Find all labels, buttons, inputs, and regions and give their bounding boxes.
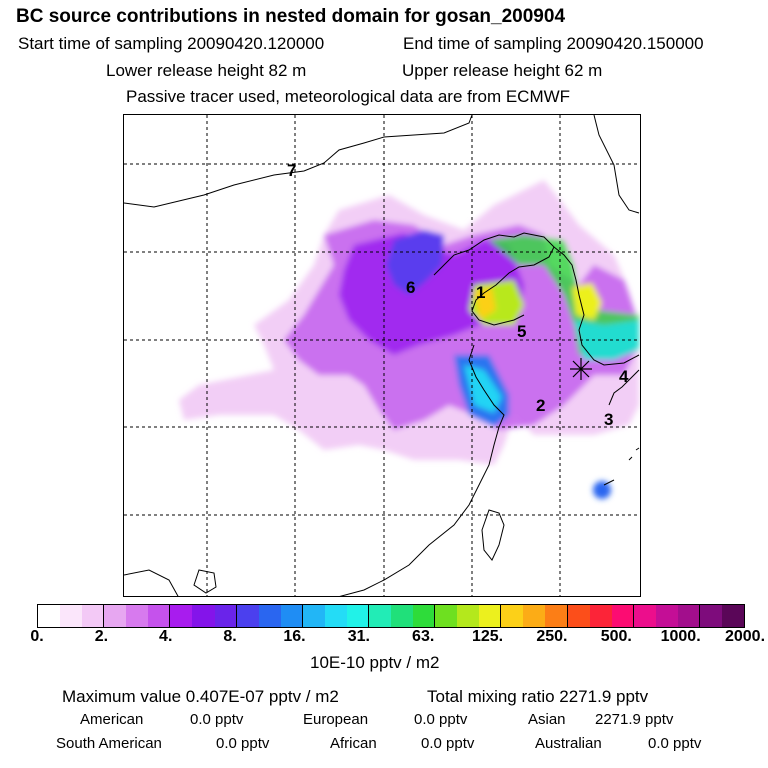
coast-bohai [433,232,555,326]
colorbar-swatch [611,605,634,627]
colorbar-swatch [302,605,325,627]
colorbar-swatch [192,605,215,627]
plot-title: BC source contributions in nested domain… [16,6,566,27]
upper-release-height-label: Upper release height 62 m [402,61,603,80]
colorbar-swatch [148,605,171,627]
colorbar-swatch [545,605,568,627]
field-yellow-bohai [474,287,496,320]
colorbar-tick-label: 8. [223,628,237,645]
asian-label: Asian [528,711,566,728]
coast-hainan [193,569,217,594]
colorbar-swatch [280,605,303,627]
end-time-label: End time of sampling 20090420.150000 [403,34,704,53]
region-label-3: 3 [604,410,614,429]
african-value: 0.0 pptv [421,735,475,752]
colorbar-tick-label: 2. [94,628,109,645]
american-value: 0.0 pptv [190,711,244,728]
colorbar-swatch [38,605,61,627]
field-blob-island [593,481,611,499]
region-label-4: 4 [619,367,629,386]
region-label-2: 2 [536,396,546,415]
region-label-1: 1 [476,283,486,302]
receptor-asterisk-icon [570,358,592,380]
colorbar-swatch [699,605,722,627]
colorbar-swatch [567,605,590,627]
colorbar-tick-label: 250. [536,628,568,645]
colorbar-tick-label: 63. [412,628,435,645]
colorbar-units: 10E-10 pptv / m2 [310,653,440,672]
max-value-label: Maximum value 0.407E-07 pptv / m2 [62,687,339,706]
colorbar-swatch [258,605,281,627]
colorbar-swatch [368,605,391,627]
field-yellow-korea [572,283,602,320]
colorbar-tick-label: 4. [159,628,173,645]
islands-south [603,447,640,486]
colorbar-swatch [721,605,744,627]
south-american-label: South American [56,735,162,752]
australian-value: 0.0 pptv [648,735,702,752]
border-northeast [593,115,640,214]
region-label-5: 5 [517,322,527,341]
colorbar-swatch [523,605,546,627]
map-canvas [124,115,640,596]
colorbar-swatch [413,605,436,627]
colorbar-swatch [633,605,656,627]
african-label: African [330,735,377,752]
colorbar-swatch [82,605,105,627]
gridlines [124,115,640,596]
colorbar-swatch [501,605,524,627]
colorbar-tick-label: 0. [30,628,44,645]
colorbar-swatch [391,605,414,627]
coast-korea [553,246,640,366]
coast-east-china [339,344,505,596]
colorbar-swatch [104,605,127,627]
colorbar-swatch [236,605,259,627]
coastlines [124,115,640,596]
colorbar-swatch [60,605,83,627]
colorbar-swatch [346,605,369,627]
european-value: 0.0 pptv [414,711,468,728]
colorbar-swatch [126,605,149,627]
european-label: European [303,711,369,728]
colorbar-tick-label: 500. [600,628,632,645]
map-panel: 7 6 1 5 4 2 3 [123,114,641,597]
colorbar-swatch [655,605,678,627]
colorbar-swatch [435,605,458,627]
coast-taiwan [481,509,505,561]
coast-japan [608,369,640,406]
colorbar-swatch [324,605,347,627]
colorbar-tick-label: 1000. [660,628,701,645]
colorbar-swatch [457,605,480,627]
field-purple [339,233,524,355]
colorbar-tick-label: 16. [283,628,306,645]
australian-label: Australian [535,735,602,752]
colorbar-swatch [677,605,700,627]
region-label-7: 7 [287,161,297,180]
colorbar-swatch [479,605,502,627]
colorbar-swatch [214,605,237,627]
start-time-label: Start time of sampling 20090420.120000 [18,34,325,53]
tracer-info-label: Passive tracer used, meteorological data… [126,87,571,106]
concentration-field [179,180,639,499]
lower-release-height-label: Lower release height 82 m [106,61,307,80]
field-blue-north [386,230,444,295]
colorbar-swatch [170,605,193,627]
colorbar-tick-label: 31. [347,628,370,645]
american-label: American [80,711,144,728]
total-mixing-ratio-label: Total mixing ratio 2271.9 pptv [427,687,649,706]
asian-value: 2271.9 pptv [595,711,674,728]
south-american-value: 0.0 pptv [216,735,270,752]
coast-southwest [124,569,179,596]
colorbar-tick-labels: 0. 2. 4. 8. 16. 31. 63. 125. 250. 500. 1000. 2000. [0,628,768,648]
border-north [124,115,473,208]
colorbar [37,604,745,628]
region-label-6: 6 [406,278,416,297]
colorbar-swatch [589,605,612,627]
colorbar-tick-label: 125. [471,628,504,645]
colorbar-tick-label: 2000. [724,628,766,645]
